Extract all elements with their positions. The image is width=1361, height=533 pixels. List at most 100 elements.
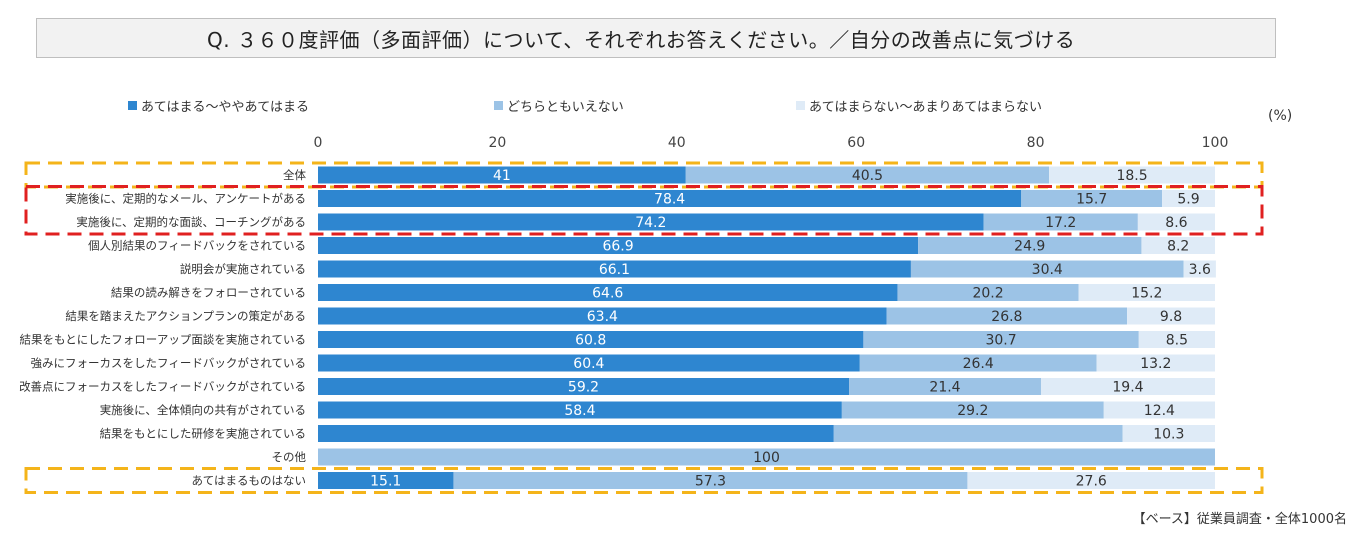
bar-segment xyxy=(685,166,1050,184)
legend-swatch-neutral xyxy=(494,101,503,110)
data-label: 78.4 xyxy=(654,192,685,208)
data-label: 100 xyxy=(753,450,780,466)
data-label: 74.2 xyxy=(635,215,666,231)
bar-segment xyxy=(983,213,1138,231)
bar-segment xyxy=(318,237,919,254)
data-label: 8.6 xyxy=(1165,215,1187,231)
data-label: 26.4 xyxy=(963,356,994,372)
bar-segment xyxy=(833,425,1123,442)
category-label: 結果の読み解きをフォローされている xyxy=(111,286,306,300)
bar-segment xyxy=(1021,190,1163,207)
bar-segment xyxy=(897,284,1079,301)
data-label: 27.6 xyxy=(1076,474,1107,490)
data-label: 15.7 xyxy=(1076,192,1107,208)
category-label: あてはまるものはない xyxy=(191,474,306,488)
data-label: 24.9 xyxy=(1014,239,1045,255)
data-label: 20.2 xyxy=(972,286,1003,302)
bar-segment xyxy=(918,237,1142,254)
category-label: 実施後に、定期的な面談、コーチングがある xyxy=(76,215,306,229)
data-label: 21.4 xyxy=(929,380,960,396)
bar-segment xyxy=(318,378,850,395)
bar-segment xyxy=(910,260,1184,278)
category-label: 結果をもとにしたフォローアップ面談を実施されている xyxy=(20,333,306,347)
category-label: 説明会が実施されている xyxy=(180,262,306,276)
bar-segment xyxy=(318,213,984,231)
data-label: 63.4 xyxy=(587,309,618,325)
legend-swatch-agree xyxy=(128,101,137,110)
x-tick-label: 100 xyxy=(1202,135,1229,151)
highlight-frame-yellow xyxy=(24,467,1264,494)
data-label: 60.8 xyxy=(575,333,606,349)
x-tick-label: 60 xyxy=(847,135,865,151)
bar-segment xyxy=(453,472,968,489)
bar-segment xyxy=(318,190,1022,207)
data-label: 18.5 xyxy=(1116,168,1147,184)
bar-segment xyxy=(1183,260,1216,278)
data-label: 66.9 xyxy=(602,239,633,255)
bar-segment xyxy=(849,378,1041,395)
data-label: 60.4 xyxy=(573,356,604,372)
bar-segment xyxy=(1137,213,1215,231)
x-tick-label: 20 xyxy=(488,135,506,151)
unit-label: (%) xyxy=(1268,108,1293,124)
legend-label-disagree: あてはまらない～あまりあてはまらない xyxy=(809,100,1042,115)
legend-item-agree: あてはまる～ややあてはまる xyxy=(128,96,309,115)
bar-segment xyxy=(318,284,898,301)
bar-segment xyxy=(318,448,1215,466)
data-label: 26.8 xyxy=(991,309,1022,325)
bar-segment xyxy=(318,354,860,372)
highlight-frame-red xyxy=(24,185,1264,236)
data-label: 3.6 xyxy=(1189,262,1211,278)
x-tick-label: 80 xyxy=(1027,135,1045,151)
data-label: 40.5 xyxy=(852,168,883,184)
legend-label-neutral: どちらともいえない xyxy=(507,100,624,115)
bar-segment xyxy=(318,401,842,419)
bar-segment xyxy=(318,425,834,442)
data-label: 41 xyxy=(493,168,511,184)
x-tick-label: 0 xyxy=(314,135,323,151)
bar-segment xyxy=(1127,307,1215,325)
bar-segment xyxy=(318,331,864,348)
bar-segment xyxy=(1162,190,1215,207)
bar-segment xyxy=(863,331,1139,348)
data-label: 66.1 xyxy=(599,262,630,278)
bar-segment xyxy=(886,307,1128,325)
bar-segment xyxy=(1138,331,1215,348)
data-label: 30.4 xyxy=(1032,262,1063,278)
data-label: 15.1 xyxy=(370,474,401,490)
category-label: 実施後に、定期的なメール、アンケートがある xyxy=(65,192,306,206)
bar-segment xyxy=(318,472,454,489)
category-label: 実施後に、全体傾向の共有がされている xyxy=(100,403,306,417)
data-label: 58.4 xyxy=(564,403,595,419)
legend-item-neutral: どちらともいえない xyxy=(494,96,624,115)
bar-segment xyxy=(1096,354,1215,372)
base-note: 【ベース】従業員調査・全体1000名 xyxy=(1132,512,1347,527)
bar-segment xyxy=(967,472,1215,489)
data-label: 59.2 xyxy=(568,380,599,396)
bar-segment xyxy=(1040,378,1215,395)
category-label: 強みにフォーカスをしたフィードバックがされている xyxy=(31,356,306,370)
data-label: 29.2 xyxy=(957,403,988,419)
bar-segment xyxy=(1122,425,1215,442)
bar-segment xyxy=(1049,166,1215,184)
bar-segment xyxy=(841,401,1104,419)
category-label: 改善点にフォーカスをしたフィードバックがされている xyxy=(19,380,306,394)
category-label: 全体 xyxy=(283,168,306,182)
category-label: 結果を踏まえたアクションプランの策定がある xyxy=(65,309,306,323)
legend-label-agree: あてはまる～ややあてはまる xyxy=(141,100,309,115)
bar-segment xyxy=(859,354,1097,372)
data-label: 19.4 xyxy=(1112,380,1143,396)
category-label: その他 xyxy=(272,450,307,464)
data-label: 57.3 xyxy=(695,474,726,490)
data-label: 64.6 xyxy=(592,286,623,302)
chart-title: Q. ３６０度評価（多面評価）について、それぞれお答えください。／自分の改善点に… xyxy=(36,18,1276,58)
bar-segment xyxy=(1078,284,1215,301)
bar-segment xyxy=(318,260,911,278)
data-label: 8.5 xyxy=(1166,333,1188,349)
data-label: 15.2 xyxy=(1131,286,1162,302)
legend-item-disagree: あてはまらない～あまりあてはまらない xyxy=(796,96,1042,115)
data-label: 5.9 xyxy=(1177,192,1199,208)
data-label: 12.4 xyxy=(1144,403,1175,419)
category-label: 個人別結果のフィードバックをされている xyxy=(88,239,306,253)
